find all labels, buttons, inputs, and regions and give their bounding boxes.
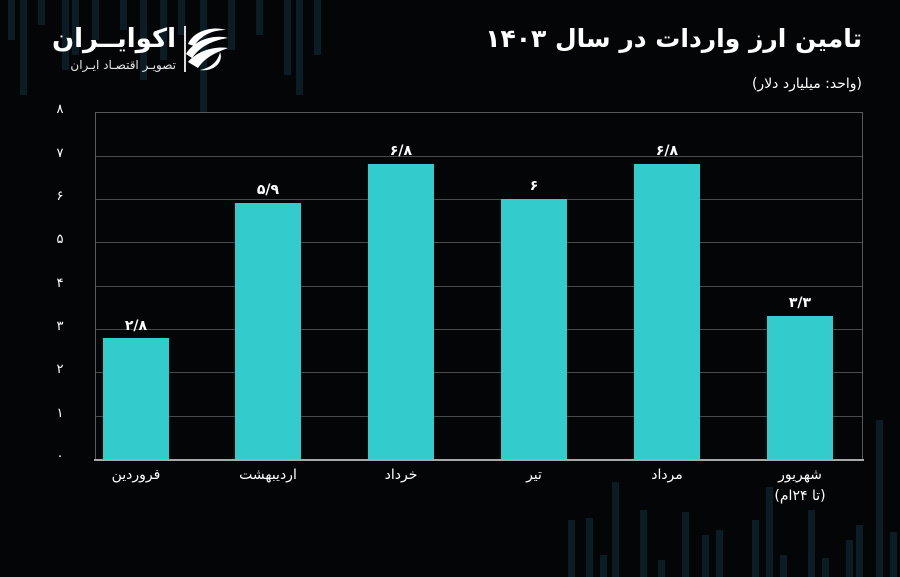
logo-divider: [184, 26, 186, 72]
gridline-7: [96, 156, 862, 157]
gridline-5: [96, 242, 862, 243]
plot-area: [95, 112, 863, 459]
y-tick-0: ۰: [56, 449, 64, 464]
y-tick-3: ۳: [56, 319, 64, 334]
x-tick-label: اردیبهشت: [239, 467, 297, 483]
gridline-3: [96, 329, 862, 330]
y-tick-7: ۷: [56, 146, 64, 161]
y-tick-6: ۶: [56, 189, 64, 204]
bar-value-label: ۵/۹: [256, 182, 280, 198]
chart-unit-subtitle: (واحد: میلیارد دلار): [751, 76, 862, 92]
bar-tir: [501, 199, 567, 459]
x-tick-label: فروردین: [111, 467, 161, 483]
gridline-1: [96, 416, 862, 417]
x-tick-sublabel: (تا ۲۴ام): [774, 488, 826, 504]
x-tick-label: خرداد: [384, 467, 418, 483]
x-tick-label: تیر: [526, 467, 542, 483]
bar-shahrivar: [767, 316, 833, 459]
logo-tagline: تصویـر اقتصـاد ایـران: [70, 58, 176, 72]
bar-ordibehesht: [235, 203, 301, 459]
y-tick-4: ۴: [56, 276, 64, 291]
bar-mordad: [634, 164, 700, 459]
x-axis-line: [94, 459, 864, 461]
gridline-4: [96, 286, 862, 287]
y-tick-1: ۱: [56, 406, 64, 421]
gridline-2: [96, 372, 862, 373]
x-tick-label: مرداد: [651, 467, 683, 483]
bar-khordad: [368, 164, 434, 459]
y-tick-5: ۵: [56, 232, 64, 247]
brand-logo: اکوایــران تصویـر اقتصـاد ایـران: [32, 20, 232, 80]
y-tick-2: ۲: [56, 362, 64, 377]
bar-value-label: ۶/۸: [655, 143, 679, 159]
bar-value-label: ۳/۳: [788, 295, 812, 311]
x-tick-label: شهریور: [778, 467, 822, 483]
chart-title: تامین ارز واردات در سال ۱۴۰۳: [485, 24, 862, 53]
bar-farvardin: [103, 338, 169, 459]
ecoiran-swirl-icon: [186, 28, 228, 71]
bar-value-label: ۲/۸: [124, 318, 148, 334]
bar-value-label: ۶/۸: [389, 143, 413, 159]
y-tick-8: ۸: [56, 102, 64, 117]
gridline-6: [96, 199, 862, 200]
bar-value-label: ۶: [529, 178, 539, 194]
logo-name: اکوایــران: [51, 24, 176, 54]
